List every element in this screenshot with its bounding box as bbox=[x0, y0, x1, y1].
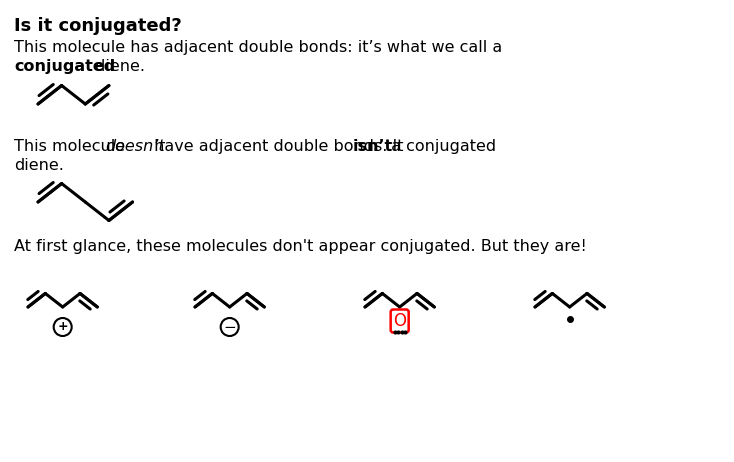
Text: have adjacent double bonds. It: have adjacent double bonds. It bbox=[149, 139, 409, 154]
Text: isn’t: isn’t bbox=[353, 139, 393, 154]
Text: a conjugated: a conjugated bbox=[386, 139, 496, 154]
Text: This molecule: This molecule bbox=[14, 139, 130, 154]
Text: conjugated: conjugated bbox=[14, 59, 115, 74]
Text: −: − bbox=[223, 320, 236, 334]
Text: diene.: diene. bbox=[14, 158, 64, 173]
Text: doesn’t: doesn’t bbox=[105, 139, 164, 154]
Text: diene.: diene. bbox=[90, 59, 145, 74]
Text: +: + bbox=[57, 321, 68, 334]
Text: At first glance, these molecules don't appear conjugated. But they are!: At first glance, these molecules don't a… bbox=[14, 239, 586, 254]
Text: Is it conjugated?: Is it conjugated? bbox=[14, 17, 182, 35]
Text: O: O bbox=[393, 312, 406, 330]
Text: This molecule has adjacent double bonds: it’s what we call a: This molecule has adjacent double bonds:… bbox=[14, 40, 502, 55]
